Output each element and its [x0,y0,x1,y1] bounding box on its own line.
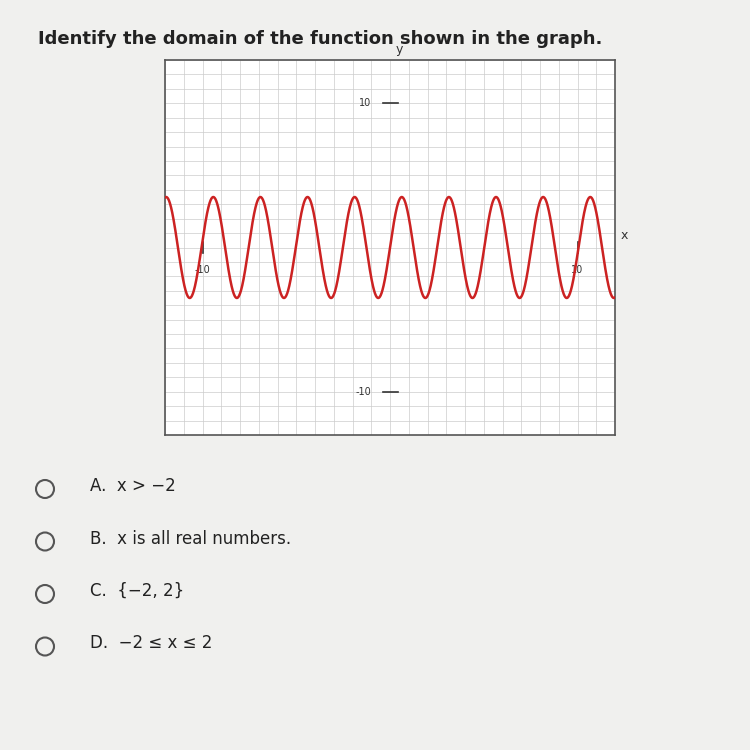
Text: A.  x > −2: A. x > −2 [90,477,176,495]
Text: C.  {−2, 2}: C. {−2, 2} [90,582,184,600]
Text: B.  x is all real numbers.: B. x is all real numbers. [90,530,291,548]
Text: D.  −2 ≤ x ≤ 2: D. −2 ≤ x ≤ 2 [90,634,212,652]
Text: -10: -10 [356,387,371,397]
Text: 10: 10 [359,98,371,108]
Text: y: y [396,43,403,56]
Text: -10: -10 [195,265,210,274]
Text: Identify the domain of the function shown in the graph.: Identify the domain of the function show… [38,30,602,48]
Text: x: x [621,229,628,242]
Text: 10: 10 [572,265,584,274]
